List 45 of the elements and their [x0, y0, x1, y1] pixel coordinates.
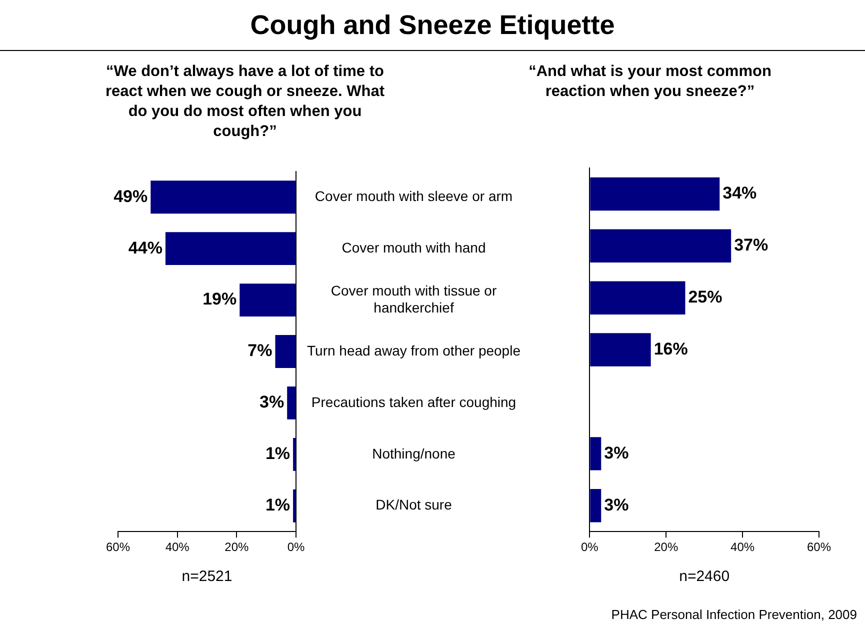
y-tick-label: DK/Not sure	[376, 496, 452, 513]
x-tick-label: 60%	[806, 540, 832, 554]
y-tick-label: Cover mouth with sleeve or arm	[314, 188, 513, 204]
y-tick-label: Cover mouth with hand	[342, 239, 486, 256]
data-label: 1%	[265, 444, 290, 464]
data-label: 44%	[128, 238, 162, 258]
x-tick-label: 40%	[730, 540, 755, 554]
data-label: 34%	[722, 184, 757, 203]
x-tick-label: 20%	[224, 540, 249, 554]
data-label: 3%	[604, 495, 629, 514]
y-tick-label: Nothing/none	[372, 445, 456, 462]
bar	[590, 489, 602, 522]
text: PHAC Personal Infection Prevention, 2009	[611, 607, 857, 622]
data-label: 37%	[734, 236, 768, 255]
y-tick-label: Precautions taken after coughing	[311, 394, 516, 410]
data-label: 1%	[265, 496, 290, 515]
x-tick-label: 0%	[581, 540, 599, 554]
bar	[275, 335, 296, 368]
bar	[240, 284, 296, 317]
bar	[590, 177, 720, 211]
bar	[590, 437, 602, 470]
bar	[150, 180, 296, 214]
bar	[590, 333, 651, 366]
data-label: 16%	[654, 339, 688, 358]
data-label: 25%	[688, 288, 722, 307]
data-label: 49%	[114, 186, 148, 206]
x-tick-label: 0%	[287, 540, 305, 554]
x-axis-title: n=2460	[679, 568, 730, 586]
x-tick-label: 60%	[106, 540, 130, 554]
x-axis-title: n=2521	[182, 568, 232, 586]
chart-subtitle: “And what is your most common reaction when you sneeze?”	[528, 62, 772, 102]
x-tick-label: 20%	[654, 540, 678, 554]
bar	[590, 229, 732, 263]
y-tick-label: Turn head away from other people	[306, 342, 521, 358]
data-label: 3%	[604, 443, 629, 462]
text: Cough and Sneeze Etiquette	[249, 10, 616, 41]
bar	[165, 232, 296, 266]
y-tick-label: Cover mouth with tissue or handkerchief	[330, 282, 497, 316]
data-label: 19%	[202, 290, 237, 309]
data-label: 3%	[260, 392, 284, 412]
data-label: 7%	[248, 341, 272, 360]
bar	[590, 281, 686, 314]
chart-subtitle: “We don’t always have a lot of time to react when we cough or sneeze. What do you do most often when you cough?”	[104, 62, 386, 142]
x-tick-label: 40%	[165, 540, 190, 554]
bar	[287, 386, 296, 420]
